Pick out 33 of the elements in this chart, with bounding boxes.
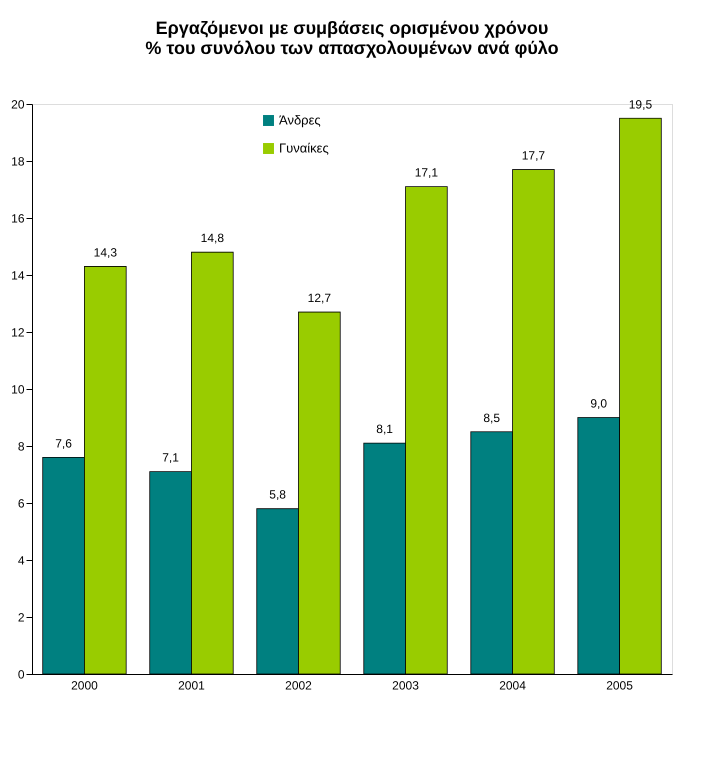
data-label: 8,5 xyxy=(483,410,500,425)
data-label: 9,0 xyxy=(590,396,608,410)
x-tick-label: 2002 xyxy=(285,678,312,692)
data-label: 19,5 xyxy=(628,97,652,112)
y-tick-label: 8 xyxy=(18,440,25,454)
y-tick-label: 2 xyxy=(18,610,25,624)
data-label: 12,7 xyxy=(308,291,332,306)
data-label: 5,8 xyxy=(269,488,286,502)
x-tick-label: 2003 xyxy=(392,678,420,692)
y-tick-label: 12 xyxy=(11,326,25,340)
x-tick-label: 2000 xyxy=(71,678,98,692)
data-label: 8,1 xyxy=(376,422,394,436)
data-label: 7,1 xyxy=(162,450,180,465)
data-label: 14,3 xyxy=(94,245,118,260)
y-tick-label: 4 xyxy=(18,554,25,568)
y-tick-label: 20 xyxy=(11,98,25,112)
text: Εργαζόμενοι με συμβάσεις ορισμένου χρόνου xyxy=(156,18,548,38)
data-label: 7,6 xyxy=(55,436,72,450)
x-tick-label: 2004 xyxy=(499,678,526,692)
data-label: 14,8 xyxy=(200,231,224,246)
x-tick-label: 2005 xyxy=(606,678,634,692)
y-tick-label: 18 xyxy=(11,154,25,168)
data-label: 17,7 xyxy=(522,148,546,163)
y-tick-label: 16 xyxy=(11,212,25,226)
y-tick-label: 6 xyxy=(18,496,25,510)
data-label: 17,1 xyxy=(414,166,438,180)
legend-label: Γυναίκες xyxy=(279,140,329,156)
y-tick-label: 14 xyxy=(11,268,25,282)
x-tick-label: 2001 xyxy=(178,678,206,692)
text: % του συνόλου των απασχολουμένων ανά φύλο xyxy=(145,38,559,58)
y-tick-label: 0 xyxy=(18,668,25,682)
legend-label: Άνδρες xyxy=(279,112,321,128)
y-tick-label: 10 xyxy=(11,382,25,396)
